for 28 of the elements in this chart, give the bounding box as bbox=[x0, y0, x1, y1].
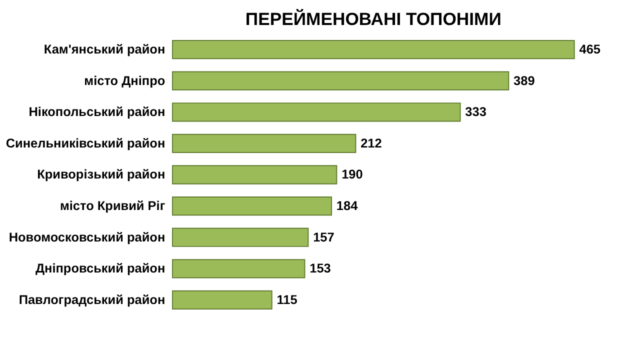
data-label: 389 bbox=[514, 72, 535, 88]
bar bbox=[172, 290, 272, 310]
bar bbox=[172, 134, 356, 154]
data-label: 153 bbox=[310, 260, 331, 276]
data-label: 115 bbox=[276, 292, 298, 307]
data-label: 157 bbox=[313, 229, 334, 244]
y-tick-label: Павлоградський район bbox=[18, 292, 166, 307]
y-tick-label: Кам'янський район bbox=[44, 41, 166, 56]
y-tick-label: місто Кривий Ріг bbox=[60, 198, 166, 213]
data-label: 190 bbox=[342, 166, 363, 182]
bar bbox=[172, 259, 306, 278]
data-label: 212 bbox=[360, 135, 382, 150]
data-label: 333 bbox=[465, 104, 486, 120]
y-tick-label: Синельниківський район bbox=[6, 135, 166, 150]
y-tick-label: Дніпровський район bbox=[35, 260, 166, 276]
bar bbox=[172, 40, 575, 60]
y-tick-label: Криворізький район bbox=[37, 166, 166, 182]
y-tick-label: Нікопольський район bbox=[28, 104, 166, 120]
y-tick-label: Новомосковський район bbox=[8, 229, 166, 244]
bar bbox=[172, 228, 309, 247]
y-tick-label: місто Дніпро bbox=[84, 72, 166, 88]
data-label: 465 bbox=[579, 41, 600, 56]
chart-title: ПЕРЕЙМЕНОВАНІ ТОПОНІМИ bbox=[245, 8, 502, 29]
bar bbox=[172, 102, 461, 122]
data-label: 184 bbox=[336, 198, 359, 213]
bar bbox=[172, 196, 332, 216]
bar bbox=[172, 71, 510, 90]
bar bbox=[172, 165, 338, 184]
